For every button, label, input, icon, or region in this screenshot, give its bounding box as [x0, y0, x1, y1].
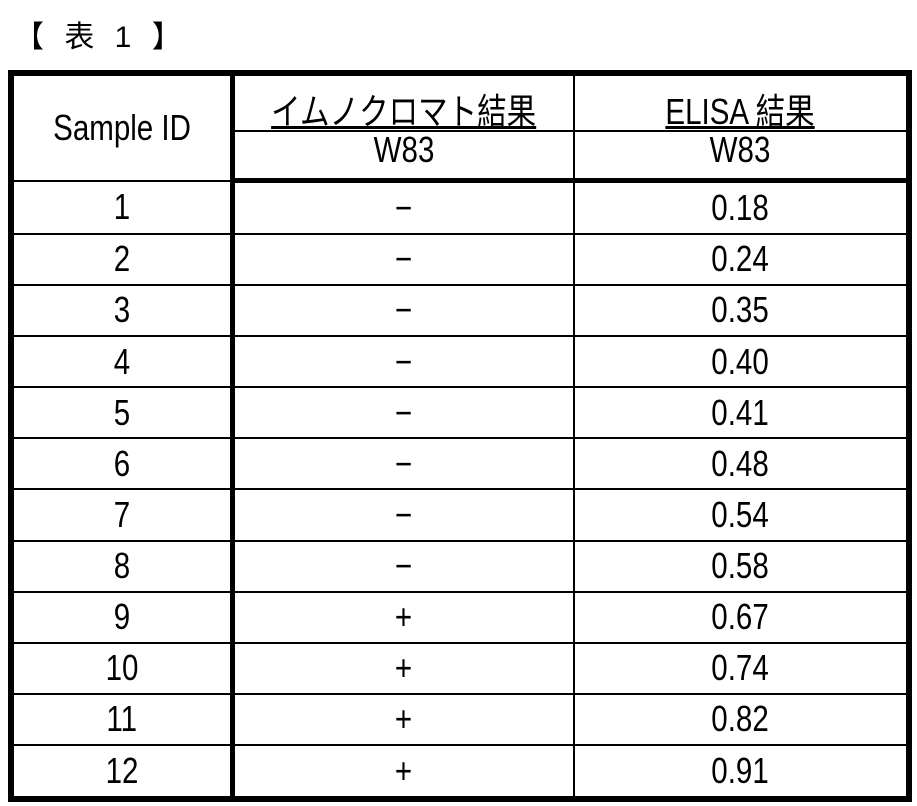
table-row: 10 +0.74: [11, 643, 909, 694]
cell-sample-id-text: 5: [114, 395, 130, 431]
cell-immuno-text: −: [395, 190, 412, 226]
cell-immuno: +: [233, 643, 575, 694]
cell-immuno-text: +: [395, 650, 412, 686]
cell-immuno: −: [233, 181, 575, 234]
cell-immuno: −: [233, 438, 575, 489]
cell-elisa-text: 0.91: [712, 753, 769, 789]
cell-immuno: +: [233, 592, 575, 643]
cell-immuno: −: [233, 234, 575, 285]
table-row: 2 − 0.24: [11, 234, 909, 285]
cell-elisa-text: 0.74: [712, 650, 769, 686]
cell-immuno-text: +: [395, 701, 412, 737]
cell-sample-id: 8: [11, 541, 233, 592]
cell-sample-id-text: 10: [106, 650, 139, 686]
cell-elisa-text: 0.54: [712, 497, 769, 533]
cell-sample-id: 11: [11, 694, 233, 745]
results-table: Sample ID イムノクロマト結果 ELISA 結果 W83 W83 1 − 0…: [8, 70, 912, 802]
cell-immuno-text: −: [395, 241, 412, 277]
cell-sample-id-text: 3: [114, 292, 130, 328]
cell-sample-id-text: 6: [114, 446, 130, 482]
table-row: 5 − 0.41: [11, 387, 909, 438]
cell-sample-id: 6: [11, 438, 233, 489]
header-immuno-text: イムノクロマト結果: [271, 94, 536, 130]
cell-elisa-text: 0.24: [712, 241, 769, 277]
cell-elisa: 0.48: [574, 438, 909, 489]
table-row: 9 +0.67: [11, 592, 909, 643]
cell-immuno-text: −: [395, 395, 412, 431]
cell-sample-id: 9: [11, 592, 233, 643]
header-row: Sample ID イムノクロマト結果 ELISA 結果: [11, 73, 909, 131]
cell-elisa-text: 0.58: [712, 548, 769, 584]
cell-immuno: +: [233, 745, 575, 799]
cell-sample-id-text: 4: [114, 344, 130, 380]
cell-immuno: +: [233, 694, 575, 745]
table-row: 4 − 0.40: [11, 336, 909, 387]
cell-sample-id-text: 7: [114, 497, 130, 533]
cell-elisa: 0.91: [574, 745, 909, 799]
table-row: 1 − 0.18: [11, 181, 909, 234]
cell-sample-id-text: 8: [114, 548, 130, 584]
cell-elisa: 0.54: [574, 489, 909, 540]
cell-sample-id-text: 12: [106, 753, 139, 789]
table-row: 8 − 0.58: [11, 541, 909, 592]
header-elisa-sub: W83: [574, 131, 909, 181]
cell-immuno: −: [233, 489, 575, 540]
cell-immuno-text: +: [395, 599, 412, 635]
cell-sample-id: 12: [11, 745, 233, 799]
cell-immuno-text: +: [395, 753, 412, 789]
cell-sample-id: 1: [11, 181, 233, 234]
cell-immuno: −: [233, 285, 575, 336]
cell-elisa-text: 0.48: [712, 446, 769, 482]
header-elisa-sub-text: W83: [710, 132, 771, 168]
cell-elisa: 0.18: [574, 181, 909, 234]
cell-elisa: 0.67: [574, 592, 909, 643]
cell-immuno-text: −: [395, 548, 412, 584]
table-row: 6 − 0.48: [11, 438, 909, 489]
cell-sample-id: 10: [11, 643, 233, 694]
table-caption: 【 表 1 】: [14, 12, 188, 56]
header-elisa: ELISA 結果: [574, 73, 909, 131]
table-row: 7 − 0.54: [11, 489, 909, 540]
cell-sample-id: 7: [11, 489, 233, 540]
cell-sample-id: 3: [11, 285, 233, 336]
cell-immuno: −: [233, 541, 575, 592]
cell-sample-id-text: 9: [114, 599, 130, 635]
cell-elisa: 0.24: [574, 234, 909, 285]
cell-elisa: 0.41: [574, 387, 909, 438]
header-sample-id-text: Sample ID: [53, 110, 191, 146]
header-elisa-text: ELISA 結果: [666, 94, 815, 130]
cell-elisa-text: 0.40: [712, 344, 769, 380]
header-immuno: イムノクロマト結果: [233, 73, 575, 131]
cell-elisa-text: 0.18: [712, 190, 769, 226]
table-row: 3 − 0.35: [11, 285, 909, 336]
cell-elisa: 0.82: [574, 694, 909, 745]
cell-elisa-text: 0.82: [712, 701, 769, 737]
header-sample-id: Sample ID: [11, 73, 233, 181]
table-row: 11 +0.82: [11, 694, 909, 745]
cell-elisa: 0.35: [574, 285, 909, 336]
cell-sample-id: 2: [11, 234, 233, 285]
cell-elisa: 0.40: [574, 336, 909, 387]
header-immuno-sub-text: W83: [374, 132, 435, 168]
header-immuno-sub: W83: [233, 131, 575, 181]
cell-immuno-text: −: [395, 446, 412, 482]
cell-immuno-text: −: [395, 344, 412, 380]
cell-elisa: 0.74: [574, 643, 909, 694]
cell-elisa: 0.58: [574, 541, 909, 592]
cell-elisa-text: 0.35: [712, 292, 769, 328]
cell-sample-id-text: 1: [114, 189, 130, 225]
table-row: 12 +0.91: [11, 745, 909, 799]
cell-immuno: −: [233, 387, 575, 438]
cell-immuno-text: −: [395, 497, 412, 533]
cell-sample-id: 4: [11, 336, 233, 387]
cell-immuno: −: [233, 336, 575, 387]
cell-sample-id: 5: [11, 387, 233, 438]
cell-sample-id-text: 11: [107, 701, 138, 737]
cell-elisa-text: 0.41: [712, 395, 769, 431]
cell-elisa-text: 0.67: [712, 599, 769, 635]
cell-sample-id-text: 2: [114, 241, 130, 277]
cell-immuno-text: −: [395, 292, 412, 328]
